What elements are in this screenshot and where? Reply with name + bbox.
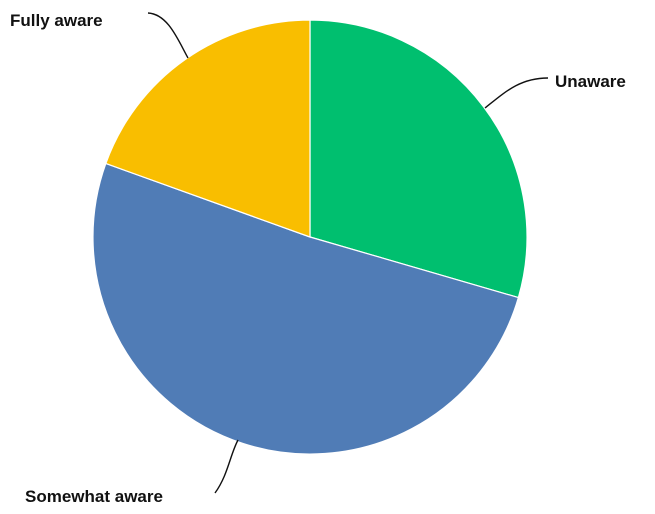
leader-line-somewhat-aware [214, 439, 239, 494]
label-somewhat-aware: Somewhat aware [25, 487, 163, 506]
pie-slice-unaware [309, 19, 528, 299]
pie-labels: Unaware Somewhat aware Fully aware [10, 11, 626, 506]
label-fully-aware: Fully aware [10, 11, 103, 30]
pie-slices [92, 19, 528, 455]
leader-line-unaware [484, 77, 549, 109]
pie-slice-somewhat-aware [92, 162, 520, 455]
leader-line-fully-aware [147, 12, 189, 59]
label-unaware: Unaware [555, 72, 626, 91]
pie-slice-fully-aware [105, 19, 311, 238]
